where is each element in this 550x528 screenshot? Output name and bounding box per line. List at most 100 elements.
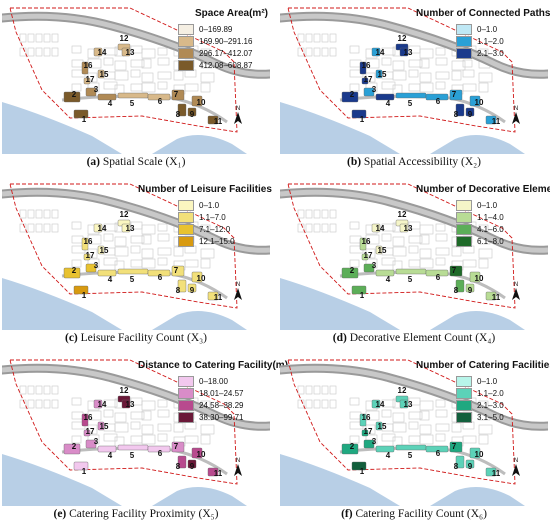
space-number-label: 7 bbox=[452, 266, 457, 275]
space-number-label: 5 bbox=[130, 275, 135, 284]
legend-item: 2.1–3.0 bbox=[456, 47, 546, 59]
plaza-segment bbox=[361, 77, 369, 85]
space-number-label: 2 bbox=[72, 90, 77, 99]
legend-item: 0–169.89 bbox=[178, 23, 268, 35]
map-panel: 1 2 3 4 5 6 7 8 9 10 11 12 13 14 15 16 17 N Number of Deco… bbox=[280, 180, 550, 352]
plaza-segment bbox=[395, 268, 427, 275]
north-label: N bbox=[236, 282, 240, 288]
space-number-label: 4 bbox=[108, 451, 113, 460]
space-number-label: 15 bbox=[100, 246, 109, 255]
water-area bbox=[280, 454, 400, 506]
legend-swatch bbox=[178, 59, 194, 71]
space-number-label: 15 bbox=[378, 70, 387, 79]
legend-item: 412.08–608.87 bbox=[178, 59, 268, 71]
highway-inner bbox=[2, 13, 270, 77]
legend-label: 0–169.89 bbox=[199, 24, 233, 34]
plaza-segment bbox=[147, 445, 171, 453]
water-area bbox=[430, 487, 525, 506]
plaza-segment bbox=[465, 283, 475, 293]
water-area bbox=[152, 311, 247, 330]
legend-label: 12.1–15.0 bbox=[199, 236, 235, 246]
plaza-segment bbox=[341, 443, 359, 455]
legend-swatch bbox=[178, 399, 194, 411]
water-area bbox=[152, 135, 247, 154]
plaza-segment bbox=[171, 89, 185, 101]
plaza-segment bbox=[375, 269, 395, 277]
plaza-segment bbox=[97, 69, 105, 79]
plaza-segment bbox=[207, 467, 219, 477]
space-number-label: 2 bbox=[350, 442, 355, 451]
panel-letter: (c) bbox=[65, 332, 78, 344]
space-number-label: 8 bbox=[176, 286, 181, 295]
map-legend: Space Area(m²) 0–169.89 169.90–291.16 296.1… bbox=[138, 8, 268, 71]
plaza-segment bbox=[361, 253, 369, 261]
legend-swatch bbox=[456, 223, 472, 235]
space-number-label: 9 bbox=[468, 110, 473, 119]
plaza-segment bbox=[85, 87, 97, 97]
plaza-segment bbox=[191, 271, 203, 283]
map-panel: 1 2 3 4 5 6 7 8 9 10 11 12 13 14 15 16 17 N Number of Leis… bbox=[2, 180, 272, 352]
space-number-label: 2 bbox=[350, 90, 355, 99]
plaza-segment bbox=[375, 245, 383, 255]
plaza-segment bbox=[449, 441, 463, 453]
legend-label: 1.1–7.0 bbox=[199, 212, 226, 222]
space-number-label: 15 bbox=[378, 422, 387, 431]
water-area bbox=[430, 311, 525, 330]
north-arrow-icon: N bbox=[234, 458, 242, 476]
space-number-label: 9 bbox=[190, 110, 195, 119]
legend-label: 296.17–412.07 bbox=[199, 48, 253, 58]
space-number-label: 12 bbox=[398, 386, 407, 395]
space-number-label: 4 bbox=[386, 99, 391, 108]
plaza-segment bbox=[359, 413, 367, 427]
legend-item: 169.90–291.16 bbox=[178, 35, 268, 47]
space-number-label: 1 bbox=[360, 467, 365, 476]
legend-swatch bbox=[178, 23, 194, 35]
space-number-label: 8 bbox=[176, 462, 181, 471]
space-number-label: 11 bbox=[214, 469, 223, 478]
space-number-label: 3 bbox=[372, 85, 377, 94]
plaza-segment bbox=[449, 89, 463, 101]
space-number-label: 11 bbox=[492, 293, 501, 302]
plaza-segment bbox=[85, 263, 97, 273]
legend-title: Number of Decorative Elements bbox=[416, 184, 550, 195]
space-number-label: 11 bbox=[492, 469, 501, 478]
plaza-segment bbox=[425, 445, 449, 453]
space-number-label: 6 bbox=[436, 273, 441, 282]
building-footprints bbox=[297, 33, 493, 95]
space-number-label: 12 bbox=[120, 386, 129, 395]
north-arrow-icon: N bbox=[512, 282, 520, 300]
space-number-label: 7 bbox=[174, 442, 179, 451]
plaza-segment bbox=[363, 439, 375, 449]
map-panel: 1 2 3 4 5 6 7 8 9 10 11 12 13 14 15 16 17 N Space Area(m²)… bbox=[2, 4, 270, 176]
legend-label: 169.90–291.16 bbox=[199, 36, 253, 46]
space-number-label: 9 bbox=[468, 462, 473, 471]
space-number-label: 10 bbox=[475, 274, 484, 283]
space-number-label: 10 bbox=[197, 450, 206, 459]
map-panel: 1 2 3 4 5 6 7 8 9 10 11 12 13 14 15 16 17 N Distance to Ca… bbox=[2, 356, 288, 528]
space-number-label: 12 bbox=[120, 210, 129, 219]
water-area bbox=[430, 135, 525, 154]
space-number-label: 4 bbox=[108, 275, 113, 284]
legend-item: 1.1–4.0 bbox=[456, 211, 546, 223]
north-arrow-icon: N bbox=[234, 282, 242, 300]
space-number-label: 17 bbox=[364, 251, 373, 260]
legend-label: 0–1.0 bbox=[477, 376, 498, 386]
legend-item: 0–1.0 bbox=[456, 375, 546, 387]
plaza-segment bbox=[485, 291, 497, 301]
space-number-label: 4 bbox=[386, 451, 391, 460]
space-number-label: 9 bbox=[468, 286, 473, 295]
legend-label: 2.1–3.0 bbox=[477, 400, 504, 410]
legend-title: Number of Leisure Facilities bbox=[138, 184, 272, 195]
map-legend: Number of Leisure Facilities 0–1.0 1.1–7.0… bbox=[138, 184, 272, 247]
legend-swatch bbox=[178, 47, 194, 59]
space-number-label: 13 bbox=[404, 400, 413, 409]
plaza-segment bbox=[191, 95, 203, 107]
map-panel: 1 2 3 4 5 6 7 8 9 10 11 12 13 14 15 16 17 N Number of Cate… bbox=[280, 356, 550, 528]
plaza-segment bbox=[121, 47, 131, 57]
legend-swatch bbox=[456, 235, 472, 247]
plaza-segment bbox=[359, 61, 367, 75]
plaza-segment bbox=[93, 399, 103, 409]
plaza-segment bbox=[341, 267, 359, 279]
